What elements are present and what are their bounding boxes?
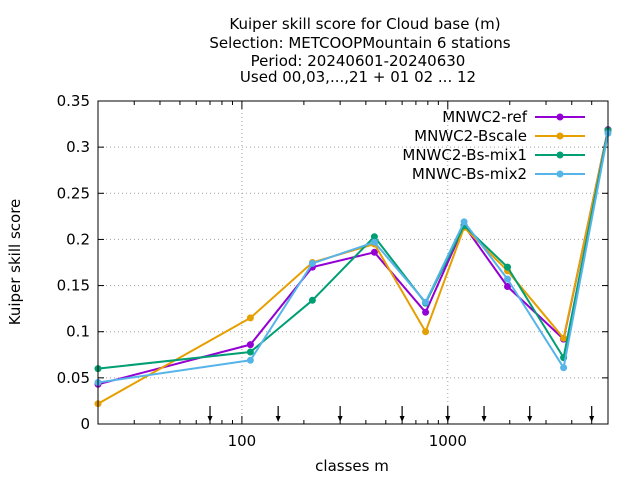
y-axis-ticks: 0 0.05 0.1 0.15 0.2 0.25 0.3 0.35 bbox=[57, 92, 608, 433]
data-point bbox=[560, 364, 568, 372]
data-point bbox=[370, 233, 378, 241]
data-point bbox=[308, 296, 316, 304]
series-layer bbox=[94, 126, 612, 408]
y-tick-label: 0.3 bbox=[66, 138, 90, 156]
data-point bbox=[560, 334, 568, 342]
plot-frame bbox=[97, 100, 609, 425]
title-line-4: Used 00,03,...,21 + 01 02 ... 12 bbox=[240, 68, 476, 86]
data-point bbox=[422, 308, 430, 316]
y-axis-label: Kuiper skill score bbox=[6, 199, 24, 326]
data-point bbox=[504, 283, 511, 290]
class-marker-arrowhead bbox=[527, 416, 533, 422]
class-marker-arrowhead bbox=[399, 416, 405, 422]
class-marker-arrowhead bbox=[589, 416, 595, 422]
series-line bbox=[97, 129, 609, 386]
class-marker-arrowhead bbox=[337, 416, 343, 422]
data-point bbox=[504, 263, 511, 271]
class-marker-arrowhead bbox=[481, 416, 487, 422]
class-marker-arrowhead bbox=[207, 416, 213, 422]
data-point bbox=[460, 218, 468, 226]
y-tick-label: 0 bbox=[80, 415, 90, 433]
legend-swatch-marker bbox=[556, 170, 564, 178]
grid-lines bbox=[98, 101, 608, 424]
title-line-2: Selection: METCOOPMountain 6 stations bbox=[209, 34, 510, 52]
series-4 bbox=[94, 129, 612, 386]
x-tick-label: 100 bbox=[228, 432, 257, 450]
title-line-1: Kuiper skill score for Cloud base (m) bbox=[229, 15, 500, 33]
class-marker-arrowhead bbox=[275, 416, 281, 422]
legend-swatch-marker bbox=[556, 132, 564, 140]
legend-swatch-marker bbox=[556, 151, 564, 159]
data-point bbox=[370, 248, 378, 256]
x-tick-label: 1000 bbox=[429, 432, 467, 450]
data-point bbox=[370, 238, 378, 246]
class-marker-arrowhead bbox=[445, 416, 451, 422]
x-axis-label: classes m bbox=[315, 457, 389, 475]
y-tick-label: 0.15 bbox=[57, 277, 90, 295]
data-point bbox=[246, 348, 254, 356]
y-tick-label: 0.2 bbox=[66, 230, 90, 248]
title-line-3: Period: 20240601-20240630 bbox=[251, 52, 466, 70]
legend-label: MNWC2-Bs-mix1 bbox=[402, 146, 527, 164]
legend-label: MNWC2-Bscale bbox=[414, 127, 527, 145]
y-tick-label: 0.25 bbox=[57, 184, 90, 202]
chart-title: Kuiper skill score for Cloud base (m) Se… bbox=[209, 15, 510, 86]
y-tick-label: 0.35 bbox=[57, 92, 90, 110]
series-1 bbox=[94, 126, 612, 388]
series-line bbox=[97, 130, 609, 405]
data-point bbox=[422, 328, 430, 336]
data-point bbox=[422, 298, 430, 306]
data-point bbox=[246, 356, 254, 364]
legend-swatch-marker bbox=[556, 113, 564, 121]
data-point bbox=[504, 275, 511, 283]
y-tick-label: 0.1 bbox=[66, 323, 90, 341]
data-point bbox=[308, 259, 316, 267]
data-point bbox=[246, 314, 254, 322]
legend-label: MNWC2-ref bbox=[442, 108, 527, 126]
class-marker-arrows bbox=[207, 406, 595, 422]
y-tick-label: 0.05 bbox=[57, 369, 90, 387]
legend: MNWC2-refMNWC2-BscaleMNWC2-Bs-mix1MNWC-B… bbox=[402, 108, 585, 183]
legend-label: MNWC-Bs-mix2 bbox=[412, 165, 527, 183]
data-point bbox=[246, 341, 254, 349]
